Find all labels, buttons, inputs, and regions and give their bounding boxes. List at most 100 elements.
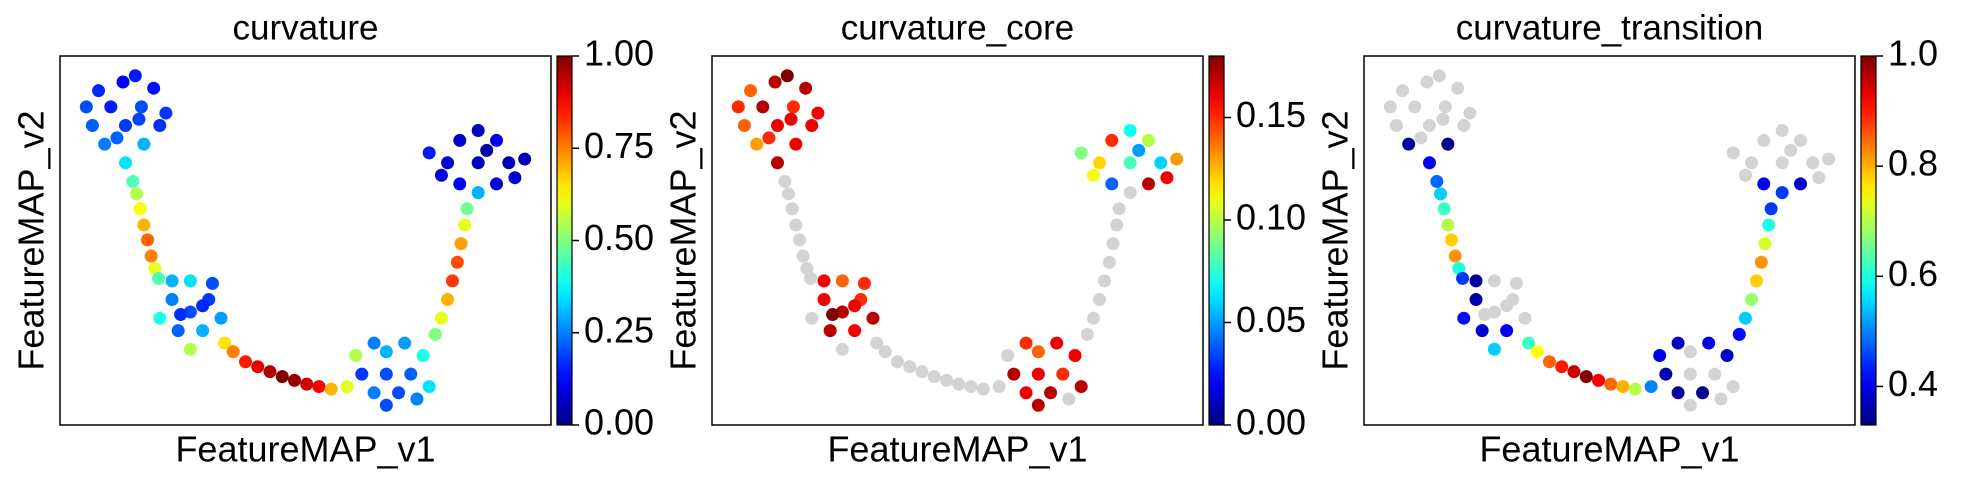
chart-title: curvature_transition xyxy=(1456,8,1763,47)
points xyxy=(79,69,532,412)
point xyxy=(450,255,464,269)
point xyxy=(1422,118,1436,132)
point xyxy=(171,324,185,338)
point xyxy=(471,123,485,137)
point xyxy=(804,271,818,285)
point xyxy=(205,276,219,290)
point xyxy=(183,305,197,319)
point xyxy=(508,171,522,185)
point xyxy=(1478,307,1492,321)
colorbar-tick-label: 0.4 xyxy=(1888,363,1938,404)
point xyxy=(1434,187,1448,201)
point xyxy=(780,69,794,83)
point xyxy=(1123,156,1137,170)
colorbar-tick-label: 0.25 xyxy=(584,309,654,350)
point xyxy=(1050,336,1064,350)
point xyxy=(768,75,782,89)
point xyxy=(1794,133,1808,147)
point xyxy=(218,336,232,350)
point xyxy=(789,137,803,151)
point xyxy=(1745,293,1759,307)
colorbar xyxy=(1860,55,1877,426)
point xyxy=(1500,299,1514,313)
point xyxy=(1112,202,1126,216)
point xyxy=(1758,237,1772,251)
point xyxy=(324,382,338,396)
point xyxy=(1451,81,1465,95)
point xyxy=(340,380,354,394)
point xyxy=(275,370,289,384)
point xyxy=(866,311,880,325)
point xyxy=(1422,156,1436,170)
point xyxy=(126,174,140,188)
point xyxy=(1383,100,1397,114)
point xyxy=(422,146,436,160)
point xyxy=(1775,186,1789,200)
point xyxy=(1097,274,1111,288)
point xyxy=(737,118,751,132)
point xyxy=(147,81,161,95)
point xyxy=(793,233,807,247)
point xyxy=(756,100,770,114)
point xyxy=(1683,345,1697,359)
point xyxy=(1683,367,1697,381)
point xyxy=(1154,156,1168,170)
point xyxy=(805,311,819,325)
point xyxy=(1056,367,1070,381)
point xyxy=(1102,255,1116,269)
point xyxy=(817,274,831,288)
point xyxy=(1093,156,1107,170)
point xyxy=(137,137,151,151)
point xyxy=(1542,355,1556,369)
point xyxy=(1123,123,1137,137)
point xyxy=(786,100,800,114)
point xyxy=(367,386,381,400)
point xyxy=(817,293,831,307)
point xyxy=(379,345,393,359)
point xyxy=(770,156,784,170)
point xyxy=(410,392,424,406)
point xyxy=(1469,274,1483,288)
point xyxy=(744,84,758,98)
point xyxy=(1522,336,1536,350)
point xyxy=(458,218,472,232)
point xyxy=(1438,100,1452,114)
point xyxy=(1530,345,1544,359)
point xyxy=(441,156,455,170)
x-axis-label: FeatureMAP_v1 xyxy=(827,429,1087,470)
point xyxy=(1726,380,1740,394)
point xyxy=(1430,174,1444,188)
point xyxy=(927,370,941,384)
points xyxy=(1383,69,1836,412)
point xyxy=(1106,237,1120,251)
y-axis-label: FeatureMAP_v2 xyxy=(11,110,52,370)
point xyxy=(1044,386,1058,400)
point xyxy=(480,143,494,157)
point xyxy=(1031,367,1045,381)
point xyxy=(805,118,819,132)
point xyxy=(1452,261,1466,275)
colorbar-tick-label: 0.8 xyxy=(1888,143,1938,184)
point xyxy=(1007,367,1021,381)
point xyxy=(1591,373,1605,387)
point xyxy=(1604,377,1618,391)
x-axis-label: FeatureMAP_v1 xyxy=(1479,429,1739,470)
point xyxy=(159,106,173,120)
points xyxy=(731,69,1184,412)
point xyxy=(823,324,837,338)
point xyxy=(835,305,849,319)
point xyxy=(1456,271,1470,285)
point xyxy=(1074,146,1088,160)
point xyxy=(453,133,467,147)
point xyxy=(835,274,849,288)
point xyxy=(1414,131,1428,145)
point xyxy=(116,75,130,89)
point xyxy=(434,168,448,182)
point xyxy=(1448,249,1462,263)
colorbar-tick-label: 1.0 xyxy=(1888,33,1938,74)
point xyxy=(118,156,132,170)
point xyxy=(1441,137,1455,151)
point xyxy=(183,342,197,356)
point xyxy=(416,349,430,363)
point xyxy=(1123,186,1137,200)
